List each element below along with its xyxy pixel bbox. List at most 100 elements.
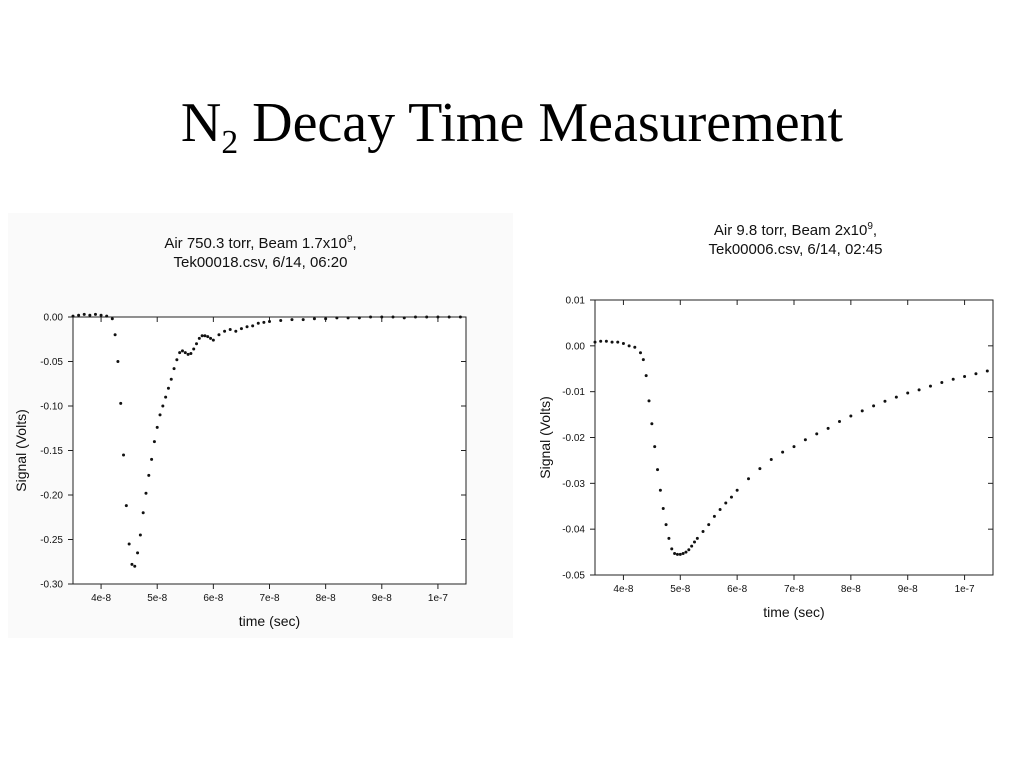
chart-title-left: Air 750.3 torr, Beam 1.7x109, Tek00018.c… [8,230,513,272]
chart-title-comma: , [872,222,878,239]
chart-title-exponent: 9 [867,221,873,232]
data-point [256,321,260,325]
data-point [164,395,168,399]
data-point [693,540,696,544]
data-point [88,313,92,317]
x-tick-label: 5e-8 [670,584,690,595]
chart-right-svg: 4e-8 5e-8 6e-8 7e-8 8e-8 9e-8 1e-7 0.01 0.00 -0.0… [537,296,994,620]
data-point [71,314,75,318]
chart-title-line1: Air 750.3 torr, Beam 1.7x109, [8,230,513,253]
x-axis-label: time (sec) [763,604,824,620]
data-point [792,445,796,449]
data-point [346,316,350,320]
data-point [650,422,654,426]
data-point [239,327,243,331]
data-point [849,414,853,418]
data-point [644,374,648,378]
data-point [447,315,451,319]
plot-area [594,299,994,576]
y-tick-label: -0.10 [40,402,63,413]
data-point [860,409,864,413]
data-point [641,358,645,362]
y-tick-label: -0.04 [562,525,585,536]
data-point [974,372,978,376]
chart-title-text: Air 750.3 torr, Beam 1.7x10 [164,235,347,252]
slide-title-subscript: 2 [221,124,239,162]
data-point [673,551,677,555]
chart-title-line2: Tek00006.csv, 6/14, 02:45 [708,241,883,258]
data-point [413,315,417,319]
data-point [119,401,123,405]
data-point [147,473,151,477]
data-point [217,333,221,337]
data-point [391,315,395,319]
data-point [133,564,137,568]
data-point [141,511,145,515]
data-point [712,514,716,518]
y-tick-label: -0.15 [40,446,63,457]
data-point [209,336,213,340]
y-tick-label: -0.20 [40,491,63,502]
data-point [180,349,184,353]
data-point [77,313,81,317]
data-point [122,453,126,457]
chart-panel-right: Air 9.8 torr, Beam 2x109, Tek00006.csv, … [528,205,1020,637]
y-tick-label: -0.05 [562,571,585,582]
data-point [599,339,603,343]
data-point [262,320,266,324]
data-point [656,468,660,472]
data-point [268,319,271,323]
y-tick-label: -0.30 [40,580,63,591]
data-point [110,317,114,321]
data-point [150,457,154,461]
x-tick-label: 9e-8 [898,584,918,595]
data-point [175,358,179,362]
data-point [169,377,173,381]
data-point [826,426,830,430]
data-point [189,351,193,355]
x-tick-label: 8e-8 [316,593,336,604]
y-tick-label: -0.25 [40,535,63,546]
x-tick-label: 7e-8 [784,584,804,595]
data-point [670,547,674,551]
data-point [667,536,671,540]
data-point [928,384,932,388]
slide-title-main: N [180,92,222,154]
data-point [206,335,210,339]
data-point [127,542,131,546]
data-point [183,351,187,355]
data-point [718,507,722,511]
data-point [195,342,199,346]
y-tick-label: 0.00 [44,313,64,324]
data-point [138,533,142,537]
data-point [158,413,162,417]
data-point [228,327,232,331]
data-point [324,317,328,321]
data-point [203,334,207,338]
data-point [211,338,215,342]
data-point [872,404,876,408]
data-point [161,404,165,408]
data-point [621,342,625,346]
data-point [678,552,682,556]
chart-title-right: Air 9.8 torr, Beam 2x109, Tek00006.csv, … [528,217,1024,259]
data-point [245,325,249,329]
data-point [200,334,204,338]
data-point [166,386,170,390]
x-tick-label: 8e-8 [841,584,861,595]
y-tick-label: -0.01 [562,387,585,398]
data-point [335,316,339,320]
data-point [290,318,294,322]
x-tick-label: 5e-8 [147,593,167,604]
data-point [985,369,989,373]
data-point [906,391,910,395]
data-point [633,345,637,349]
x-tick-label: 1e-7 [428,593,448,604]
data-point [223,329,227,333]
data-point [707,523,711,527]
data-point [883,399,887,403]
data-point [116,360,120,363]
data-point [681,551,685,555]
x-axis-label: time (sec) [239,613,300,629]
chart-panel-left: Air 750.3 torr, Beam 1.7x109, Tek00018.c… [8,213,513,638]
